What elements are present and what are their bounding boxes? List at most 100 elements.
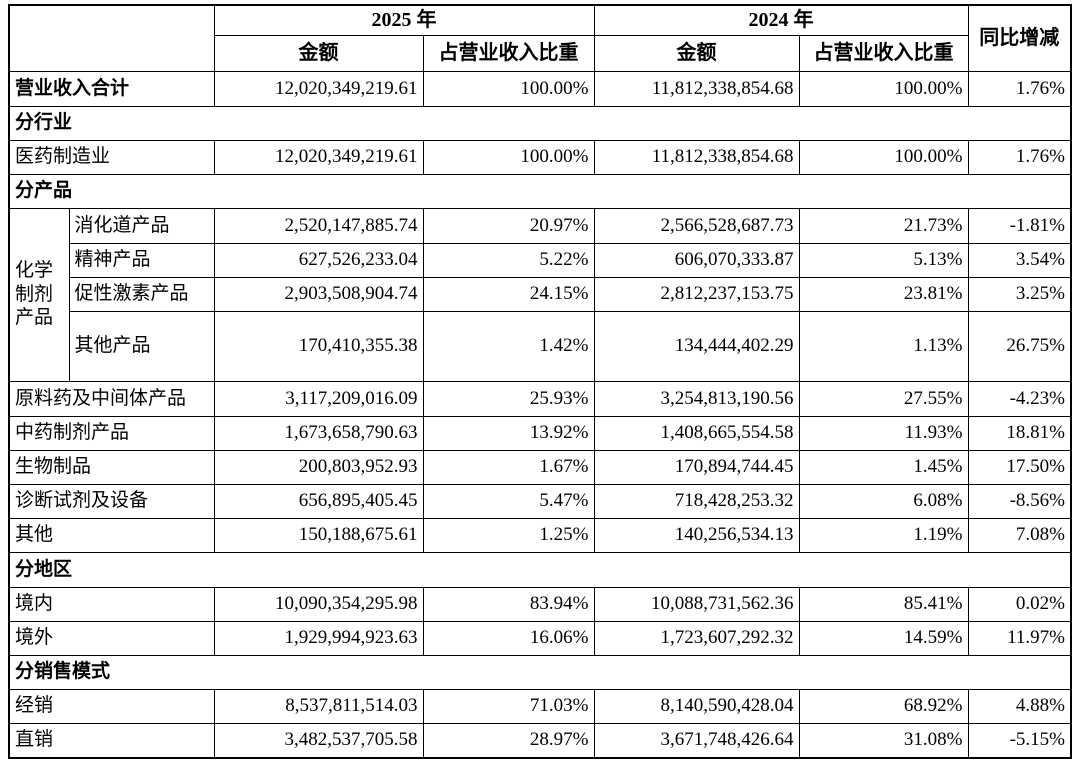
row-gonadotropin-products: 促性激素产品 2,903,508,904.74 24.15% 2,812,237… bbox=[9, 276, 1072, 312]
yoy-cell: 17.50% bbox=[967, 449, 1072, 485]
amount-2024-cell: 718,428,253.32 bbox=[593, 483, 800, 519]
row-label: 境外 bbox=[8, 620, 215, 656]
yoy-cell: 1.76% bbox=[967, 139, 1072, 175]
ratio-2025-header: 占营业收入比重 bbox=[422, 34, 595, 72]
ratio-2024-cell: 68.92% bbox=[798, 688, 969, 724]
yoy-cell: -8.56% bbox=[967, 483, 1072, 519]
amount-2025-cell: 3,482,537,705.58 bbox=[213, 722, 424, 759]
header-row-years: 2025 年 2024 年 同比增减 bbox=[8, 4, 1072, 72]
yoy-cell: 26.75% bbox=[967, 310, 1072, 382]
yoy-cell: -1.81% bbox=[967, 207, 1072, 244]
row-overseas: 境外 1,929,994,923.63 16.06% 1,723,607,292… bbox=[8, 620, 1072, 656]
row-other-chemical-products: 其他产品 170,410,355.38 1.42% 134,444,402.29… bbox=[9, 310, 1072, 382]
amount-2025-cell: 656,895,405.45 bbox=[213, 483, 424, 519]
row-label: 诊断试剂及设备 bbox=[8, 483, 215, 519]
row-label: 中药制剂产品 bbox=[8, 415, 215, 451]
amount-2025-cell: 2,903,508,904.74 bbox=[213, 276, 424, 312]
amount-2024-cell: 3,254,813,190.56 bbox=[593, 380, 800, 417]
group-label-chemical-preparations: 化学制剂产品 bbox=[8, 207, 70, 382]
row-label: 其他 bbox=[8, 517, 215, 553]
section-label: 分地区 bbox=[8, 551, 1072, 588]
amount-2024-cell: 10,088,731,562.36 bbox=[593, 586, 800, 622]
yoy-cell: 7.08% bbox=[967, 517, 1072, 553]
yoy-cell: -5.15% bbox=[967, 722, 1072, 759]
yoy-header: 同比增减 bbox=[967, 4, 1072, 72]
ratio-2025-cell: 1.25% bbox=[422, 517, 595, 553]
row-pharma-manufacturing: 医药制造业 12,020,349,219.61 100.00% 11,812,3… bbox=[8, 139, 1072, 175]
row-digestive-products: 化学制剂产品 消化道产品 2,520,147,885.74 20.97% 2,5… bbox=[8, 207, 1072, 382]
row-biological-products: 生物制品 200,803,952.93 1.67% 170,894,744.45… bbox=[8, 449, 1072, 485]
amount-2024-cell: 3,671,748,426.64 bbox=[593, 722, 800, 759]
ratio-2025-cell: 1.42% bbox=[422, 310, 595, 382]
amount-2024-header: 金额 bbox=[593, 34, 800, 72]
ratio-2025-cell: 25.93% bbox=[422, 380, 595, 417]
amount-2025-cell: 12,020,349,219.61 bbox=[213, 70, 424, 107]
amount-2024-cell: 1,723,607,292.32 bbox=[593, 620, 800, 656]
ratio-2025-cell: 24.15% bbox=[422, 276, 595, 312]
row-label: 境内 bbox=[8, 586, 215, 622]
row-api-intermediates: 原料药及中间体产品 3,117,209,016.09 25.93% 3,254,… bbox=[8, 380, 1072, 417]
amount-2025-cell: 3,117,209,016.09 bbox=[213, 380, 424, 417]
ratio-2024-cell: 1.45% bbox=[798, 449, 969, 485]
row-label: 营业收入合计 bbox=[8, 70, 215, 107]
row-label: 经销 bbox=[8, 688, 215, 724]
amount-2025-cell: 150,188,675.61 bbox=[213, 517, 424, 553]
row-label: 精神产品 bbox=[68, 242, 215, 278]
yoy-cell: 18.81% bbox=[967, 415, 1072, 451]
ratio-2025-cell: 100.00% bbox=[422, 70, 595, 107]
ratio-2024-cell: 21.73% bbox=[798, 207, 969, 244]
amount-2024-cell: 11,812,338,854.68 bbox=[593, 70, 800, 107]
yoy-cell: 4.88% bbox=[967, 688, 1072, 724]
yoy-cell: 3.54% bbox=[967, 242, 1072, 278]
amount-2024-cell: 1,408,665,554.58 bbox=[593, 415, 800, 451]
row-label: 直销 bbox=[8, 722, 215, 759]
amount-2025-cell: 8,537,811,514.03 bbox=[213, 688, 424, 724]
yoy-cell: 0.02% bbox=[967, 586, 1072, 622]
row-label: 医药制造业 bbox=[8, 139, 215, 175]
ratio-2024-cell: 23.81% bbox=[798, 276, 969, 312]
yoy-cell: 11.97% bbox=[967, 620, 1072, 656]
row-direct-sales: 直销 3,482,537,705.58 28.97% 3,671,748,426… bbox=[8, 722, 1072, 759]
section-row-by-product: 分产品 bbox=[8, 173, 1072, 209]
ratio-2025-cell: 13.92% bbox=[422, 415, 595, 451]
amount-2024-cell: 606,070,333.87 bbox=[593, 242, 800, 278]
ratio-2024-cell: 5.13% bbox=[798, 242, 969, 278]
ratio-2024-cell: 11.93% bbox=[798, 415, 969, 451]
ratio-2025-cell: 5.47% bbox=[422, 483, 595, 519]
row-label: 生物制品 bbox=[8, 449, 215, 485]
row-diagnostic-reagents-equipment: 诊断试剂及设备 656,895,405.45 5.47% 718,428,253… bbox=[8, 483, 1072, 519]
section-label: 分销售模式 bbox=[8, 654, 1072, 690]
amount-2025-cell: 10,090,354,295.98 bbox=[213, 586, 424, 622]
amount-2024-cell: 140,256,534.13 bbox=[593, 517, 800, 553]
row-tcm-preparations: 中药制剂产品 1,673,658,790.63 13.92% 1,408,665… bbox=[8, 415, 1072, 451]
revenue-breakdown-table: 2025 年 2024 年 同比增减 金额 占营业收入比重 金额 占营业收入比重… bbox=[8, 4, 1072, 759]
row-other-products: 其他 150,188,675.61 1.25% 140,256,534.13 1… bbox=[8, 517, 1072, 553]
amount-2025-cell: 200,803,952.93 bbox=[213, 449, 424, 485]
ratio-2025-cell: 16.06% bbox=[422, 620, 595, 656]
year-2025-header: 2025 年 bbox=[213, 4, 595, 36]
ratio-2025-cell: 5.22% bbox=[422, 242, 595, 278]
ratio-2024-cell: 100.00% bbox=[798, 139, 969, 175]
amount-2024-cell: 134,444,402.29 bbox=[593, 310, 800, 382]
ratio-2024-cell: 14.59% bbox=[798, 620, 969, 656]
amount-2024-cell: 11,812,338,854.68 bbox=[593, 139, 800, 175]
ratio-2025-cell: 1.67% bbox=[422, 449, 595, 485]
ratio-2025-cell: 100.00% bbox=[422, 139, 595, 175]
section-label: 分产品 bbox=[8, 173, 1072, 209]
ratio-2024-cell: 85.41% bbox=[798, 586, 969, 622]
row-psychiatric-products: 精神产品 627,526,233.04 5.22% 606,070,333.87… bbox=[9, 242, 1072, 278]
amount-2024-cell: 170,894,744.45 bbox=[593, 449, 800, 485]
ratio-2025-cell: 83.94% bbox=[422, 586, 595, 622]
ratio-2024-cell: 100.00% bbox=[798, 70, 969, 107]
ratio-2024-header: 占营业收入比重 bbox=[798, 34, 969, 72]
header-row-metrics: 金额 占营业收入比重 金额 占营业收入比重 bbox=[9, 34, 1071, 72]
section-row-by-region: 分地区 bbox=[8, 551, 1072, 588]
amount-2025-header: 金额 bbox=[213, 34, 424, 72]
year-2024-header: 2024 年 bbox=[593, 4, 969, 36]
corner-cell bbox=[8, 4, 215, 72]
ratio-2024-cell: 1.13% bbox=[798, 310, 969, 382]
section-label: 分行业 bbox=[8, 105, 1072, 141]
amount-2024-cell: 2,566,528,687.73 bbox=[593, 207, 800, 244]
amount-2024-cell: 8,140,590,428.04 bbox=[593, 688, 800, 724]
